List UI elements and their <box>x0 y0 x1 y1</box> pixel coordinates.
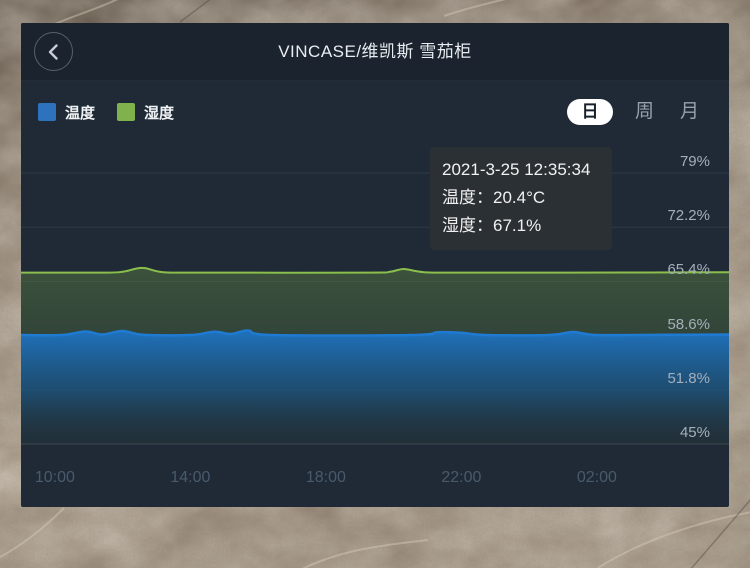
x-axis-tick: 10:00 <box>34 469 75 486</box>
y-axis-tick: 45% <box>679 424 710 441</box>
tooltip-temperature: 温度：20.4°C <box>442 188 546 207</box>
y-axis-tick: 51.8% <box>667 369 710 387</box>
x-axis-tick: 02:00 <box>576 469 617 486</box>
legend-item-humidity: 湿度 <box>117 102 174 123</box>
y-axis-tick: 79% <box>679 153 710 170</box>
chart-tooltip: 2021-3-25 12:35:34 温度：20.4°C 湿度：67.1% <box>430 147 612 250</box>
humidity-area <box>21 267 729 444</box>
header: VINCASE/维凯斯 雪茄柜 <box>21 23 729 81</box>
tab-day[interactable]: 日 <box>566 99 613 125</box>
x-axis-tick: 18:00 <box>305 469 346 486</box>
x-axis-tick: 14:00 <box>170 469 211 486</box>
x-axis-tick: 22:00 <box>441 469 482 486</box>
range-tabs: 日 周 月 <box>566 98 703 126</box>
y-axis-tick: 72.2% <box>667 207 710 225</box>
tab-week[interactable]: 周 <box>634 101 654 122</box>
humidity-swatch <box>117 103 136 121</box>
temperature-legend-label: 温度 <box>65 104 96 122</box>
back-button[interactable] <box>34 32 73 71</box>
device-chart-panel: VINCASE/维凯斯 雪茄柜 温度 湿度 日 周 月 79% 72.2% 65.4… <box>21 23 729 507</box>
page-title: VINCASE/维凯斯 雪茄柜 <box>278 42 472 61</box>
tooltip-humidity: 湿度：67.1% <box>442 216 542 235</box>
tab-month[interactable]: 月 <box>679 101 699 122</box>
y-axis-tick: 65.4% <box>667 261 710 279</box>
temperature-swatch <box>38 103 56 121</box>
chevron-left-icon <box>48 43 58 60</box>
legend-item-temperature: 温度 <box>38 102 95 123</box>
tooltip-time: 2021-3-25 12:35:34 <box>442 160 591 179</box>
humidity-legend-label: 湿度 <box>144 104 175 122</box>
y-axis-tick: 58.6% <box>667 315 710 333</box>
legend: 温度 湿度 <box>38 99 174 125</box>
